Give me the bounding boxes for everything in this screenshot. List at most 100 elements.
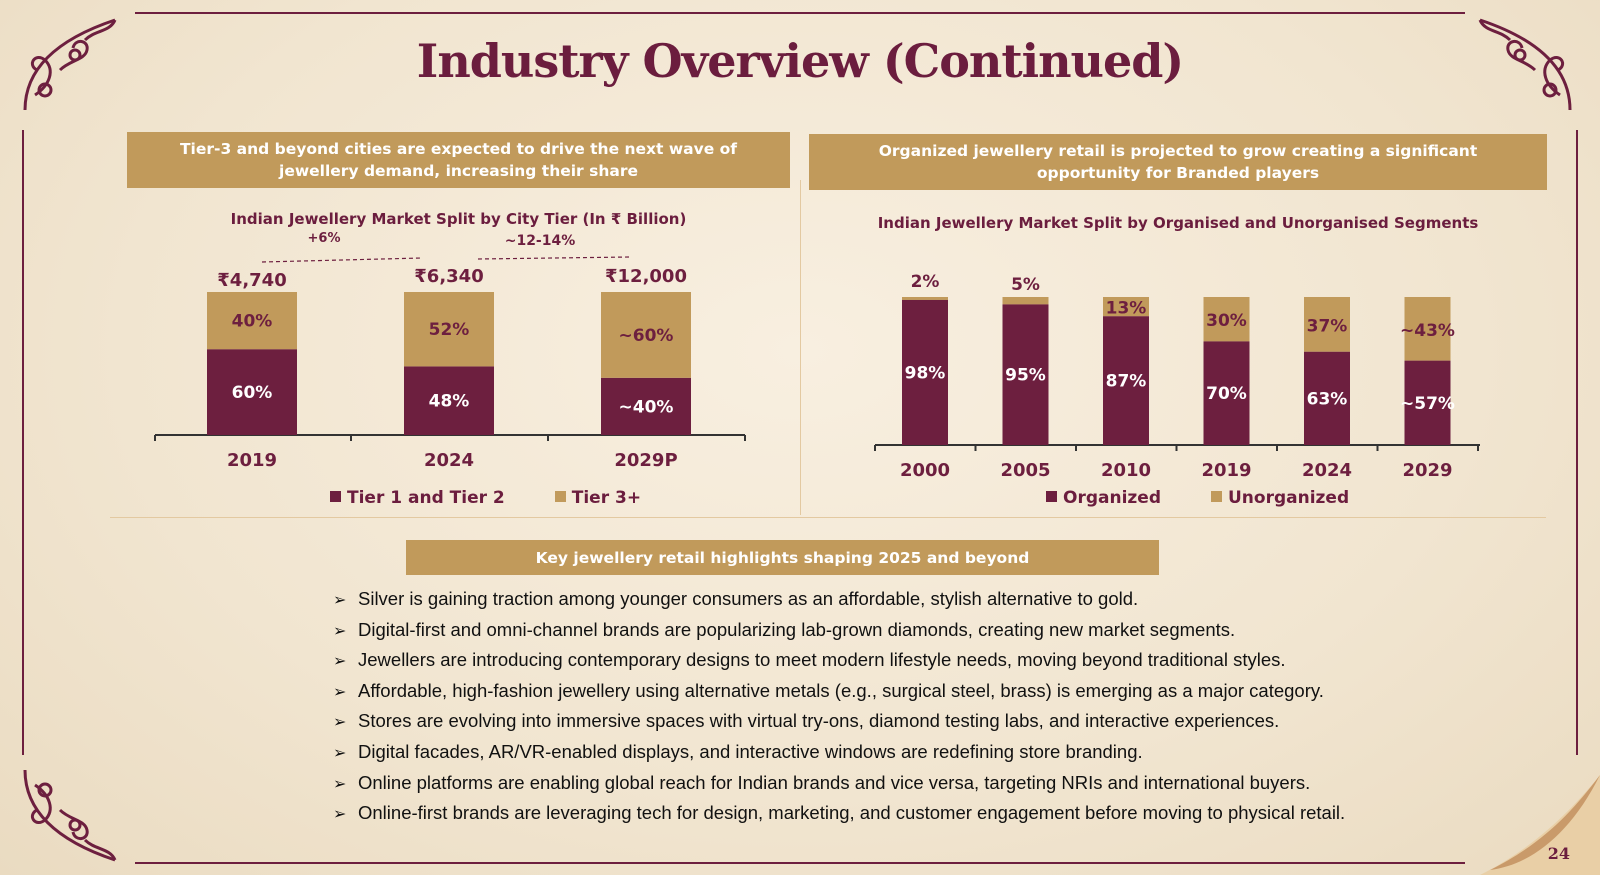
bar-segment-tier1-2 [601,377,691,435]
x-tick-label: 2024 [424,450,474,471]
list-item: ➢ Silver is gaining traction among younge… [333,588,1345,619]
data-label: 2% [911,272,940,292]
arrow-bullet-icon: ➢ [333,806,347,824]
legend-item-tier1-2: Tier 1 and Tier 2 [330,488,505,508]
data-label: 60% [232,383,273,403]
bar-segment-unorganized [1404,360,1451,445]
arrow-bullet-icon: ➢ [333,683,347,701]
highlights-list: ➢ Silver is gaining traction among younge… [333,588,1345,833]
corner-ornament-bottom-left [23,769,117,862]
list-item: ➢ Affordable, high-fashion jewellery usin… [333,680,1345,711]
list-item-text: Digital facades, AR/VR-enabled displays,… [358,740,1143,762]
x-tick-label: 2005 [1000,460,1050,481]
organised-segment-chart: 98% 2% 2000 95% 5% 2005 87% 13% 2010 70% 30% 2019 63… [874,272,1480,481]
page-number: 24 [1547,844,1570,863]
data-label: 63% [1307,389,1348,409]
city-tier-chart: 60% 40% ₹4,740 2019 48% 52% ₹6,340 2024 ~40% ~60%… [154,231,746,471]
corner-ornament-top-right [1478,18,1572,111]
bar-segment-tier3 [601,292,691,378]
bar-segment-unorganized [1002,304,1049,445]
growth-dashed-line [261,257,423,263]
data-label: 40% [232,312,273,332]
bar-segment-organized [902,297,948,300]
legend-item-tier3: Tier 3+ [554,488,642,508]
data-label: 5% [1011,275,1040,295]
list-item: ➢ Digital facades, AR/VR-enabled displays… [333,741,1345,772]
growth-dashed-line [477,256,631,260]
right-chart-title: Indian Jewellery Market Split by Organis… [877,214,1479,232]
arrow-bullet-icon: ➢ [333,775,347,793]
list-item: ➢ Online-first brands are leveraging tech… [333,802,1345,833]
arrow-bullet-icon: ➢ [333,592,347,609]
list-item: ➢ Digital-first and omni-channel brands a… [333,619,1345,650]
x-tick-label: 2010 [1101,460,1151,481]
legend-item-organized: Organized [1046,488,1161,508]
highlights-banner: Key jewellery retail highlights shaping … [406,540,1159,575]
x-tick-label: 2019 [1201,460,1251,481]
bar-segment-organized [1404,297,1451,361]
data-label: 52% [429,320,470,340]
list-item-text: Online-first brands are leveraging tech … [358,802,1346,824]
list-item: ➢ Stores are evolving into immersive spac… [333,710,1345,741]
bar-segment-unorganized [1304,351,1350,445]
arrow-bullet-icon: ➢ [333,714,347,732]
legend-swatch-gold [554,491,566,502]
data-label: 37% [1307,316,1348,336]
left-chart-title: Indian Jewellery Market Split by City Ti… [230,210,687,228]
x-tick-label: 2019 [227,450,277,471]
data-label: ~43% [1400,321,1455,341]
bar-segment-tier3 [207,292,297,350]
bar-segment-organized [1103,297,1149,317]
page-curl [1480,775,1600,875]
right-legend: Organized Unorganized [1046,488,1349,508]
list-item-text: Online platforms are enabling global rea… [358,771,1311,793]
frame-left-line [22,130,24,755]
bar-segment-unorganized [1103,316,1149,445]
data-label: 98% [905,363,946,383]
growth-annotation: +6% [308,231,341,246]
data-label: ~60% [619,326,674,346]
right-banner: Organized jewellery retail is projected … [809,134,1547,190]
legend-swatch-maroon [1046,491,1057,502]
bar-segment-organized [1203,297,1250,342]
bar-segment-tier3 [404,292,494,367]
x-tick-label: 2000 [900,460,950,481]
legend-label: Tier 1 and Tier 2 [347,488,505,508]
arrow-bullet-icon: ➢ [333,622,347,640]
data-label: 48% [429,392,470,412]
list-item: ➢ Jewellers are introducing contemporary … [333,649,1345,680]
list-item-text: Affordable, high-fashion jewellery using… [358,679,1324,701]
frame-bottom-line [135,862,1465,864]
list-item: ➢ Online platforms are enabling global re… [333,772,1345,803]
legend-swatch-gold [1211,491,1222,502]
total-label: ₹12,000 [605,266,687,287]
data-label: 95% [1005,366,1046,386]
list-item-text: Stores are evolving into immersive space… [358,710,1280,732]
data-label: 70% [1206,384,1247,404]
total-label: ₹4,740 [217,270,286,291]
left-banner: Tier-3 and beyond cities are expected to… [127,132,790,188]
bar-segment-unorganized [902,299,948,445]
x-tick-label: 2029P [614,450,677,471]
data-label: 87% [1106,372,1147,392]
legend-item-unorganized: Unorganized [1211,488,1349,508]
list-item-text: Silver is gaining traction among younger… [358,588,1139,609]
page-title: Industry Overview (Continued) [416,34,1184,88]
list-item-text: Jewellers are introducing contemporary d… [358,649,1286,671]
left-legend: Tier 1 and Tier 2 Tier 3+ [330,488,641,508]
bar-segment-tier1-2 [207,349,297,435]
frame-top-line [135,12,1465,14]
x-tick-label: 2029 [1402,460,1452,481]
data-label: ~57% [1400,394,1455,414]
total-label: ₹6,340 [414,266,483,287]
bar-segment-unorganized [1203,341,1250,445]
data-label: 30% [1206,311,1247,331]
legend-label: Tier 3+ [571,488,642,508]
x-tick-label: 2024 [1302,460,1352,481]
legend-label: Unorganized [1228,488,1350,508]
bar-segment-organized [1304,297,1350,352]
legend-label: Organized [1063,488,1161,508]
bar-segment-tier1-2 [404,366,494,435]
frame-right-line [1576,130,1578,755]
section-divider-horizontal [110,517,1546,518]
